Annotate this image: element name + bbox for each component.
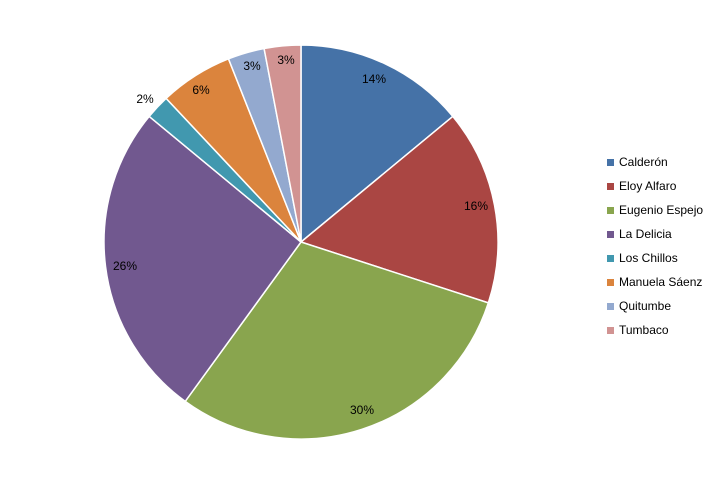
legend-label: Eloy Alfaro <box>619 179 677 193</box>
legend-swatch-icon <box>607 230 614 238</box>
pie-slice <box>300 44 454 244</box>
chart-legend: Calderón Eloy Alfaro Eugenio Espejo La D… <box>607 150 715 342</box>
pie-slice <box>184 241 490 440</box>
slice-value-label: 14% <box>362 72 386 86</box>
legend-item: Eloy Alfaro <box>607 174 715 198</box>
legend-swatch-icon <box>607 254 614 262</box>
legend-item: Eugenio Espejo <box>607 198 715 222</box>
pie-slice <box>103 115 303 403</box>
legend-swatch-icon <box>607 326 614 334</box>
slice-value-label: 6% <box>192 83 210 97</box>
legend-item: Quitumbe <box>607 294 715 318</box>
slice-value-label: 2% <box>136 92 154 106</box>
slice-value-label: 3% <box>277 53 295 67</box>
legend-label: Calderón <box>619 155 668 169</box>
legend-item: Tumbaco <box>607 318 715 342</box>
legend-label: Quitumbe <box>619 299 672 313</box>
legend-item: Manuela Sáenz <box>607 270 715 294</box>
legend-swatch-icon <box>607 182 614 190</box>
pie-slice <box>263 44 302 243</box>
legend-label: Tumbaco <box>619 323 669 337</box>
slice-value-label: 30% <box>350 403 374 417</box>
legend-item: Calderón <box>607 150 715 174</box>
legend-label: Manuela Sáenz <box>619 275 703 289</box>
pie-slice <box>299 115 499 304</box>
legend-label: La Delicia <box>619 227 672 241</box>
slice-value-label: 3% <box>243 59 261 73</box>
legend-swatch-icon <box>607 302 614 310</box>
slice-value-label: 26% <box>113 259 137 273</box>
legend-swatch-icon <box>607 158 614 166</box>
legend-swatch-icon <box>607 206 614 214</box>
legend-item: Los Chillos <box>607 246 715 270</box>
legend-label: Los Chillos <box>619 251 678 265</box>
legend-label: Eugenio Espejo <box>619 203 704 217</box>
legend-item: La Delicia <box>607 222 715 246</box>
legend-swatch-icon <box>607 278 614 286</box>
slice-value-label: 16% <box>464 199 488 213</box>
